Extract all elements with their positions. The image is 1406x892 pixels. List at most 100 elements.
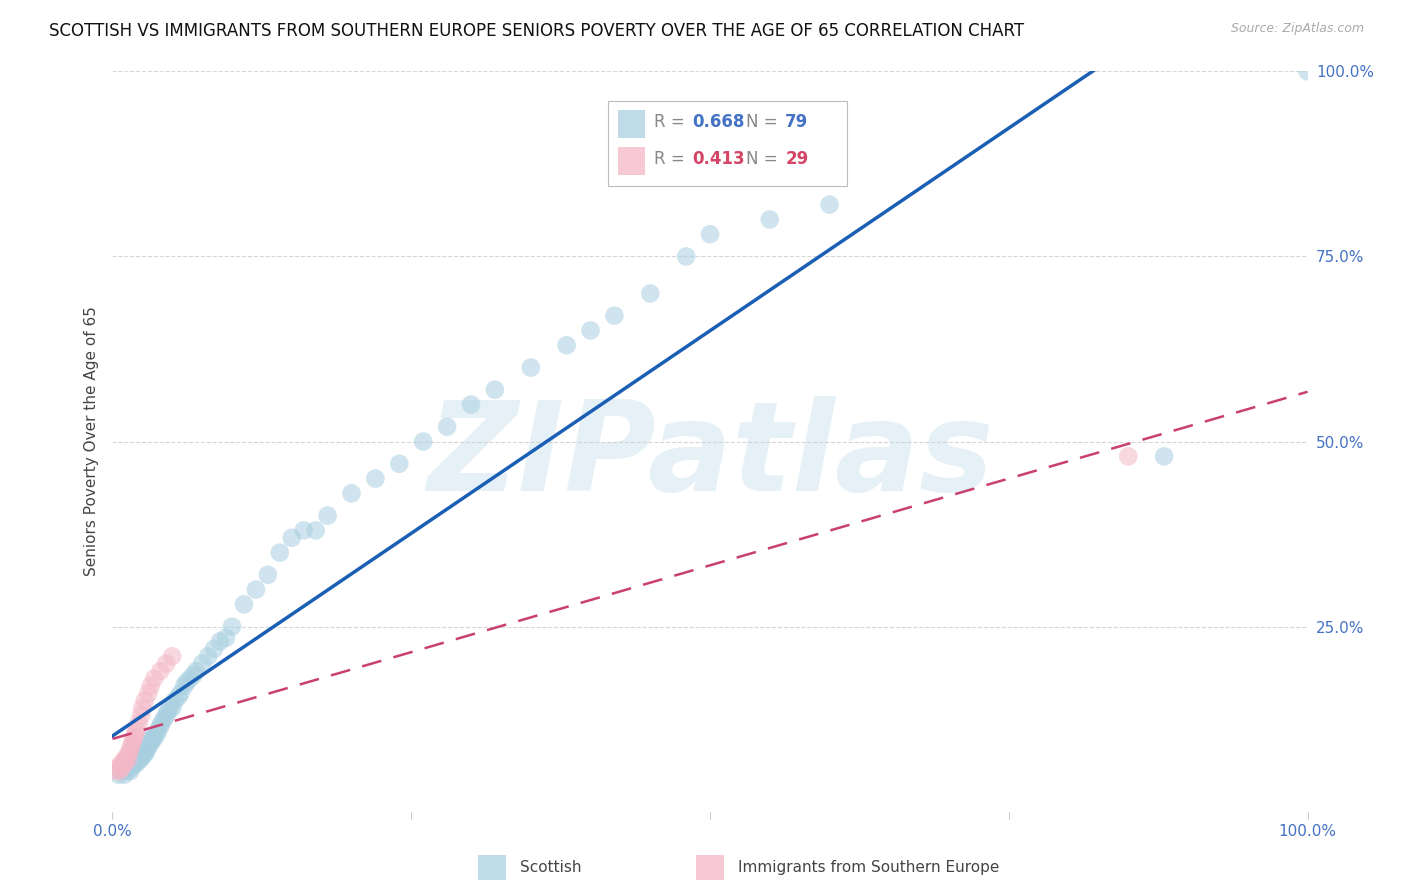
Point <box>107 767 129 781</box>
Point <box>138 738 160 752</box>
Point <box>122 731 145 745</box>
Point <box>603 309 626 323</box>
Point <box>110 756 132 771</box>
Point <box>124 753 146 767</box>
Point <box>675 250 697 264</box>
Text: 79: 79 <box>786 113 808 131</box>
Point <box>120 741 142 756</box>
Point <box>245 582 267 597</box>
Point <box>169 686 191 700</box>
Point <box>699 227 721 242</box>
Point <box>179 672 201 686</box>
Point <box>112 764 135 778</box>
Text: ZIPatlas: ZIPatlas <box>427 396 993 516</box>
Point <box>209 634 232 648</box>
Point <box>183 667 205 681</box>
Point <box>128 715 150 730</box>
Text: Scottish: Scottish <box>520 860 582 874</box>
Point <box>131 749 153 764</box>
Point <box>153 712 176 726</box>
Point <box>412 434 434 449</box>
Point <box>579 324 602 338</box>
Text: R =: R = <box>654 151 690 169</box>
Point <box>167 690 190 704</box>
Point <box>122 756 145 771</box>
Point <box>163 694 186 708</box>
Point <box>121 760 143 774</box>
Point <box>117 753 139 767</box>
Point <box>121 738 143 752</box>
Point <box>233 598 256 612</box>
Point <box>128 749 150 764</box>
Point <box>340 486 363 500</box>
Point <box>143 731 166 745</box>
Point <box>1118 450 1140 464</box>
Point <box>162 649 183 664</box>
Text: Source: ZipAtlas.com: Source: ZipAtlas.com <box>1230 22 1364 36</box>
Point <box>120 764 142 778</box>
Point <box>141 734 163 748</box>
Point <box>142 731 165 745</box>
Point <box>132 746 155 760</box>
Point <box>281 531 304 545</box>
Point <box>221 619 243 633</box>
Point <box>176 675 198 690</box>
Point <box>162 701 183 715</box>
Text: Immigrants from Southern Europe: Immigrants from Southern Europe <box>738 860 1000 874</box>
Point <box>155 708 177 723</box>
Point <box>146 723 169 738</box>
Point <box>111 760 134 774</box>
Point <box>105 764 128 778</box>
Text: SCOTTISH VS IMMIGRANTS FROM SOUTHERN EUROPE SENIORS POVERTY OVER THE AGE OF 65 C: SCOTTISH VS IMMIGRANTS FROM SOUTHERN EUR… <box>49 22 1025 40</box>
Point <box>112 756 135 771</box>
Point <box>1153 450 1175 464</box>
Bar <box>478 855 506 880</box>
Bar <box>619 147 645 175</box>
Point <box>197 649 219 664</box>
Point <box>134 746 156 760</box>
Point <box>114 760 135 774</box>
Point <box>173 679 195 693</box>
Point <box>150 715 173 730</box>
Point <box>145 727 167 741</box>
Point <box>121 734 143 748</box>
Point <box>388 457 411 471</box>
Point <box>460 398 482 412</box>
Point <box>117 760 139 774</box>
Point <box>520 360 543 375</box>
Point <box>305 524 328 538</box>
Point <box>134 694 156 708</box>
Point <box>143 672 166 686</box>
Point <box>139 731 162 745</box>
Point <box>555 338 578 352</box>
Y-axis label: Seniors Poverty Over the Age of 65: Seniors Poverty Over the Age of 65 <box>84 307 100 576</box>
Text: 29: 29 <box>786 151 808 169</box>
Point <box>269 546 291 560</box>
Point <box>114 753 135 767</box>
Point <box>436 419 458 434</box>
Point <box>139 679 162 693</box>
Point <box>131 749 153 764</box>
Point <box>640 286 662 301</box>
Point <box>159 701 181 715</box>
Point <box>124 727 146 741</box>
Point <box>114 767 135 781</box>
Point <box>115 749 138 764</box>
Point <box>107 760 129 774</box>
Point <box>129 753 152 767</box>
Point <box>120 756 142 771</box>
Text: N =: N = <box>747 151 783 169</box>
Point <box>125 723 148 738</box>
Point <box>125 756 148 771</box>
Point <box>155 657 177 671</box>
Point <box>484 383 506 397</box>
Point <box>186 664 208 678</box>
Point <box>364 471 387 485</box>
Point <box>191 657 214 671</box>
Point <box>138 738 160 752</box>
Point <box>108 764 131 778</box>
Point <box>138 686 160 700</box>
Point <box>257 567 280 582</box>
Point <box>156 705 179 719</box>
Text: R =: R = <box>654 113 690 131</box>
